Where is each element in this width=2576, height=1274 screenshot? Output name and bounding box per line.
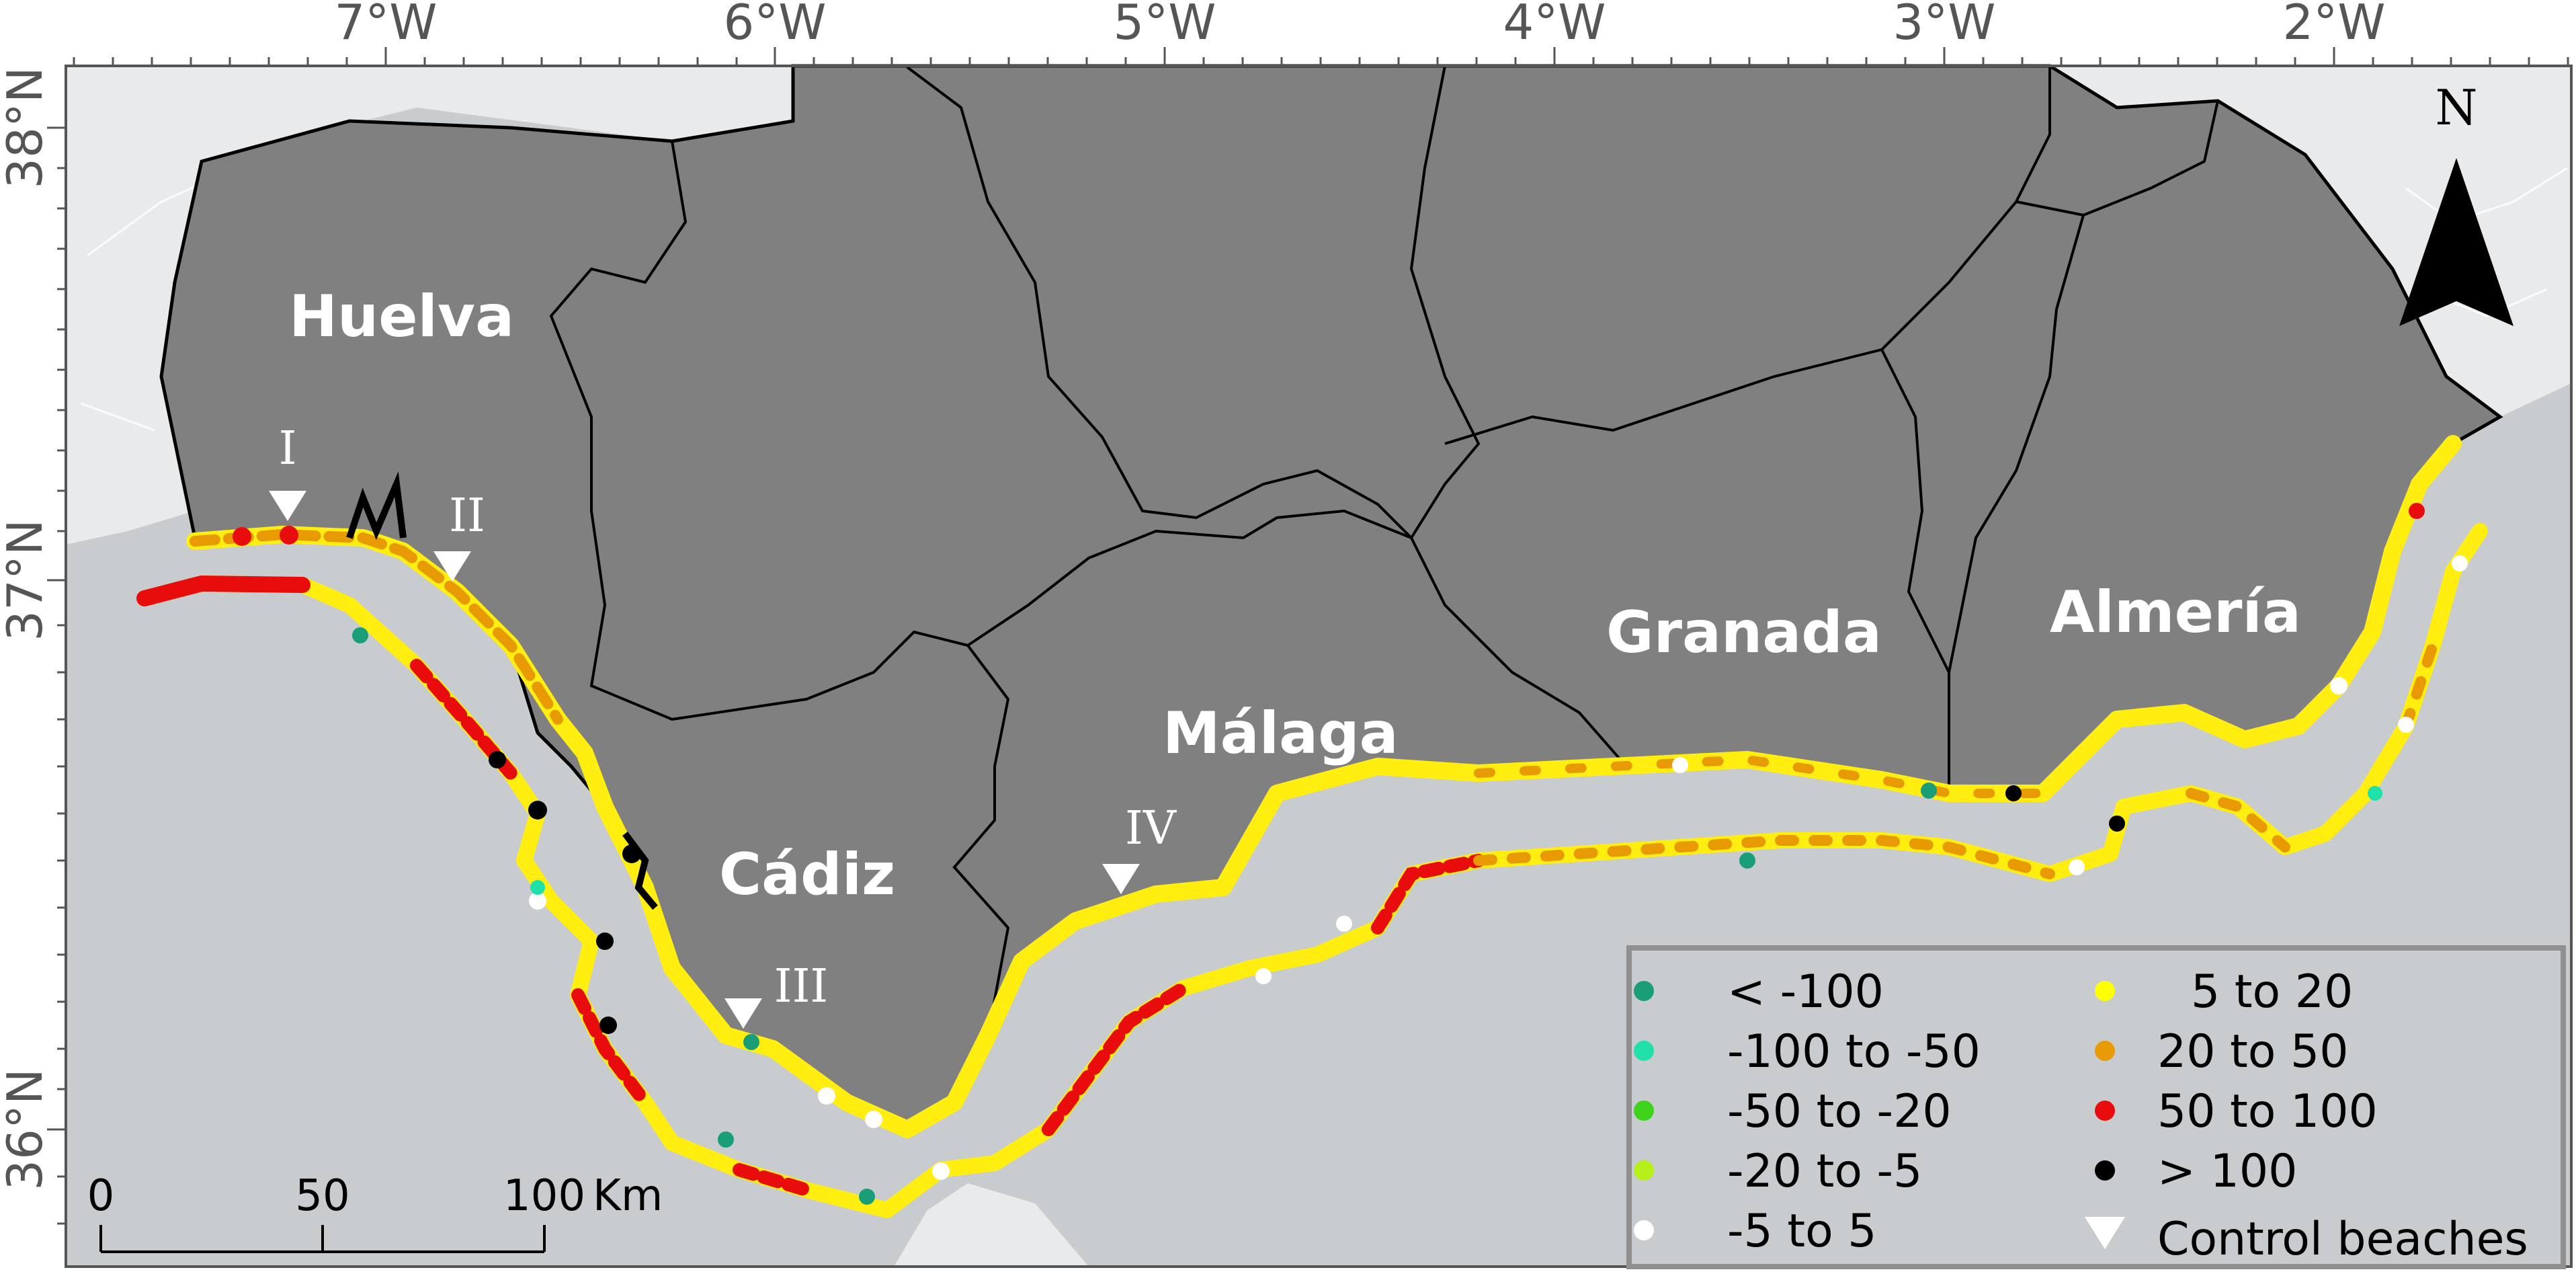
lon-tick-2w: 2°W [2283,0,2386,50]
province-label-almeria: Almería [2050,579,2301,646]
legend-swatch-minus-20-to-minus-5 [1634,1160,1654,1181]
control-beach-label-i: I [279,422,297,475]
north-label: N [2436,79,2478,136]
map-frame [65,65,2573,1268]
province-label-granada: Granada [1606,599,1882,666]
province-label-cadiz: Cádiz [719,841,895,908]
scale-tick-0: 0 [87,1171,115,1221]
legend: < -100 -100 to -50 -50 to -20 -20 to -5 … [1626,945,2566,1269]
province-label-malaga: Málaga [1163,700,1399,767]
legend-swatch-gt-100 [2095,1160,2115,1181]
lat-tick-37n: 37°N [0,519,53,641]
coast-dots-upper [186,435,2462,1138]
control-beach-label-ii: II [449,489,485,543]
bay-marks [622,832,658,910]
legend-swatch-control-beaches [2085,1217,2125,1249]
scale-tick-50: 50 [295,1171,349,1221]
lon-tick-7w: 7°W [335,0,438,50]
scale-tick-100: 100 [503,1171,585,1221]
legend-label-5-to-20: 5 to 20 [2191,965,2353,1019]
legend-label-minus-5-to-5: -5 to 5 [1727,1205,1877,1258]
legend-swatch-5-to-20 [2095,981,2115,1001]
legend-label-minus-20-to-minus-5: -20 to -5 [1727,1145,1922,1198]
lon-tick-6w: 6°W [724,0,827,50]
legend-swatch-50-to-100 [2095,1101,2115,1121]
murcia-land [2050,66,2571,417]
lat-tick-36n: 36°N [0,1068,53,1190]
coast-dots-lower [136,523,2488,1218]
lat-tick-38n: 38°N [0,67,53,188]
lon-tick-3w: 3°W [1893,0,1996,50]
province-label-huelva: Huelva [289,283,514,350]
legend-label-20-to-50: 20 to 50 [2157,1025,2349,1078]
top-minor-ticks [73,47,2569,66]
legend-label-minus-100-to-minus-50: -100 to -50 [1727,1025,1981,1078]
control-beach-iv: IV [1102,802,1177,894]
morocco-land [894,1183,1089,1267]
portugal-land [66,66,793,545]
scale-unit: Km [593,1171,663,1221]
legend-label-minus-50-to-minus-20: -50 to -20 [1727,1085,1952,1138]
legend-swatch-minus-100-to-minus-50 [1634,1041,1654,1061]
legend-swatch-minus-5-to-5 [1634,1220,1654,1240]
lon-tick-4w: 4°W [1503,0,1606,50]
legend-label-50-to-100: 50 to 100 [2157,1085,2378,1138]
left-minor-ticks [47,126,66,1225]
province-boundaries [549,65,2219,1036]
legend-swatch-minus-50-to-minus-20 [1634,1101,1654,1121]
legend-label-control-beaches: Control beaches [2157,1213,2528,1266]
control-beach-i: I [269,422,306,521]
legend-swatch-lt-minus-100 [1634,981,1654,1001]
control-beach-ii: II [433,489,485,582]
control-beach-label-iv: IV [1125,802,1177,855]
north-arrow: N [2399,79,2513,326]
estuary-marks [346,471,407,541]
legend-swatch-20-to-50 [2095,1041,2115,1061]
scale-bar: 0 50 100 Km [87,1171,663,1253]
lon-tick-5w: 5°W [1114,0,1216,50]
control-beach-iii: III [724,960,828,1029]
legend-label-gt-100: > 100 [2157,1145,2297,1198]
legend-label-lt-minus-100: < -100 [1727,965,1884,1019]
control-beach-label-iii: III [774,960,829,1013]
